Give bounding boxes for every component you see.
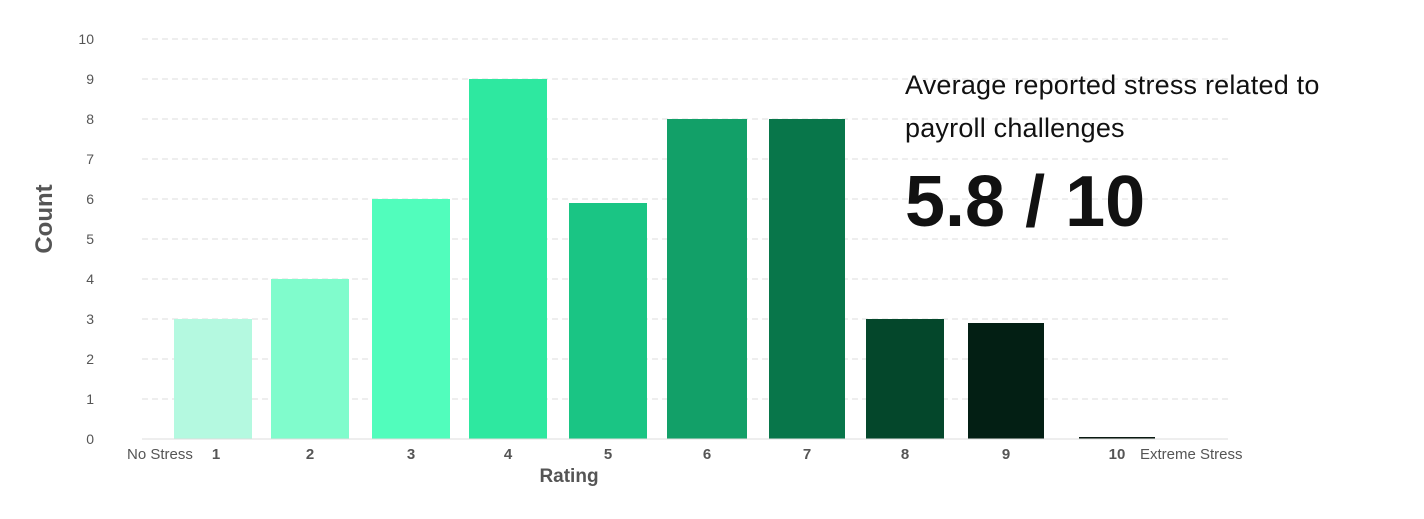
- x-tick-label: 4: [504, 446, 513, 463]
- x-tick-label: 7: [803, 446, 811, 463]
- bar-rating-8: [866, 319, 944, 439]
- y-axis-title: Count: [31, 184, 58, 253]
- x-tick-label: 9: [1002, 446, 1010, 463]
- x-tick-label: 1: [212, 446, 220, 463]
- bar-rating-7: [769, 119, 845, 439]
- bar-rating-3: [372, 199, 450, 439]
- y-tick-label: 0: [86, 431, 94, 447]
- y-tick-label: 9: [86, 71, 94, 87]
- bar-rating-6: [667, 119, 747, 439]
- bar-rating-5: [569, 203, 647, 439]
- x-axis-ticks: 1 2 3 4 5 6 7 8 9 10: [212, 446, 1126, 463]
- callout-value: 5.8 / 10: [905, 162, 1146, 242]
- x-tick-label: 6: [703, 446, 711, 463]
- y-tick-label: 4: [86, 271, 94, 287]
- bars: [174, 79, 1155, 439]
- y-axis-ticks: 0 1 2 3 4 5 6 7 8 9 10: [78, 31, 94, 447]
- x-axis-start-label: No Stress: [127, 446, 193, 463]
- y-tick-label: 1: [86, 391, 94, 407]
- average-stress-callout: Average reported stress related to payro…: [905, 64, 1345, 242]
- bar-rating-10: [1079, 437, 1155, 439]
- x-tick-label: 5: [604, 446, 612, 463]
- bar-rating-9: [968, 323, 1044, 439]
- y-tick-label: 5: [86, 231, 94, 247]
- y-tick-label: 3: [86, 311, 94, 327]
- bar-rating-4: [469, 79, 547, 439]
- y-tick-label: 8: [86, 111, 94, 127]
- y-tick-label: 10: [78, 31, 94, 47]
- y-tick-label: 2: [86, 351, 94, 367]
- x-axis-title: Rating: [539, 466, 598, 487]
- x-axis-end-label: Extreme Stress: [1140, 446, 1243, 463]
- bar-rating-2: [271, 279, 349, 439]
- y-tick-label: 7: [86, 151, 94, 167]
- bar-rating-1: [174, 319, 252, 439]
- x-tick-label: 8: [901, 446, 909, 463]
- x-tick-label: 10: [1109, 446, 1126, 463]
- y-tick-label: 6: [86, 191, 94, 207]
- x-tick-label: 2: [306, 446, 314, 463]
- callout-text: Average reported stress related to payro…: [905, 70, 1320, 143]
- x-tick-label: 3: [407, 446, 415, 463]
